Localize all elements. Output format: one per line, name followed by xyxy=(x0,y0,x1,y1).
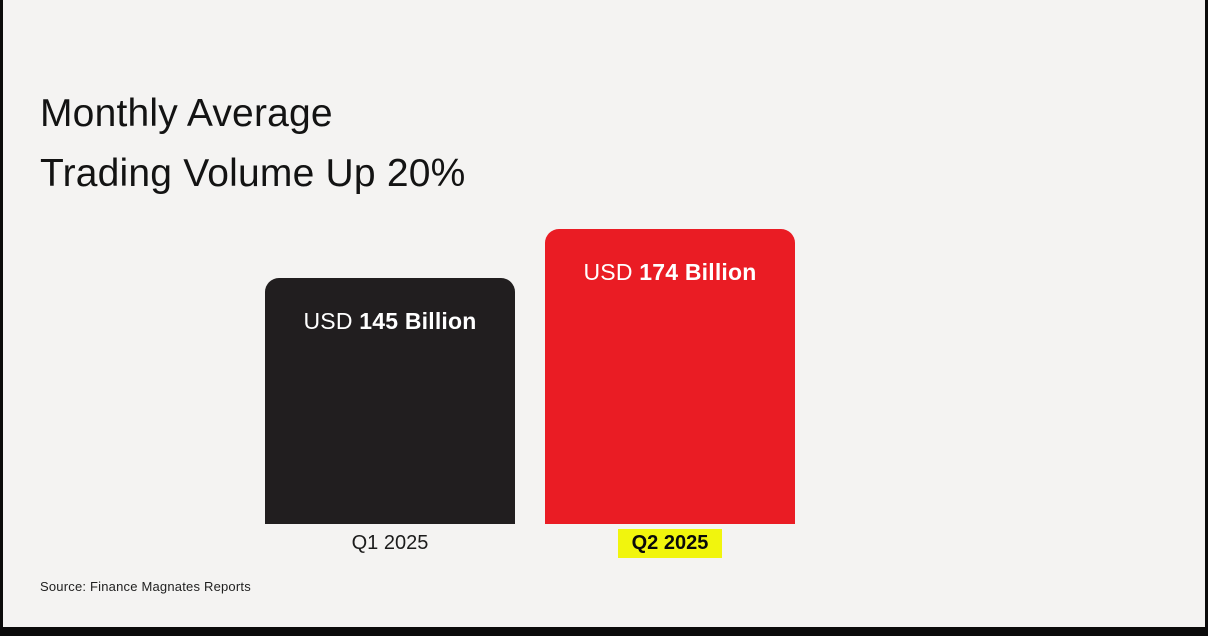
page-title-line2: Trading Volume Up 20% xyxy=(40,152,466,196)
bar-q1-value: 145 Billion xyxy=(359,308,477,334)
frame-edge-right xyxy=(1205,0,1208,636)
category-cell-q1: Q1 2025 xyxy=(265,529,515,558)
page-title: Monthly Average Trading Volume Up 20% xyxy=(40,84,466,204)
bar-q2-value: 174 Billion xyxy=(639,259,757,285)
bar-q1-2025: USD 145 Billion xyxy=(265,278,515,524)
source-attribution: Source: Finance Magnates Reports xyxy=(40,579,251,594)
category-axis: Q1 2025 Q2 2025 xyxy=(265,529,795,558)
bar-q1-value-prefix: USD xyxy=(303,308,360,334)
category-label-q2-2025: Q2 2025 xyxy=(617,529,723,558)
category-cell-q2: Q2 2025 xyxy=(545,529,795,558)
bar-q1-value-label: USD 145 Billion xyxy=(304,308,477,524)
frame-edge-bottom xyxy=(0,627,1208,636)
bar-q2-value-label: USD 174 Billion xyxy=(584,259,757,524)
bar-q2-value-prefix: USD xyxy=(583,259,640,285)
bar-q2-2025: USD 174 Billion xyxy=(545,229,795,524)
bar-chart-plot-area: USD 145 Billion USD 174 Billion xyxy=(265,229,795,524)
frame-edge-left xyxy=(0,0,3,636)
bar-chart: USD 145 Billion USD 174 Billion Q1 2025 … xyxy=(265,229,795,558)
page-title-line1: Monthly Average xyxy=(40,92,333,136)
category-label-q1-2025: Q1 2025 xyxy=(351,532,429,554)
